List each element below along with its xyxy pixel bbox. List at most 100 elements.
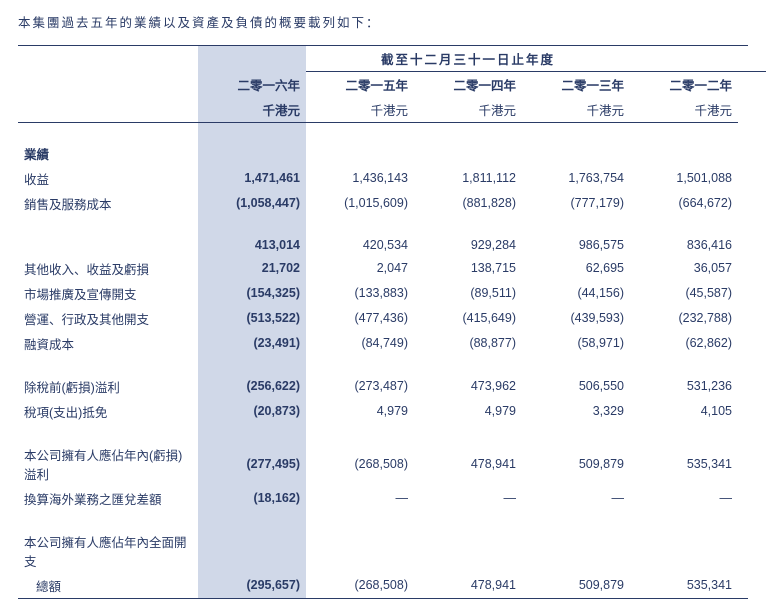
cell: 21,702 xyxy=(198,256,306,281)
cell: 1,471,461 xyxy=(198,166,306,191)
cell: (89,511) xyxy=(414,281,522,306)
year-row: 二零一六年 二零一五年 二零一四年 二零一三年 二零一二年 xyxy=(18,72,766,98)
unit-2012: 千港元 xyxy=(630,97,738,123)
cell: 535,341 xyxy=(630,573,738,598)
cell: 1,436,143 xyxy=(306,166,414,191)
col-2013: 二零一三年 xyxy=(522,72,630,98)
row-results-head: 業績 xyxy=(18,141,766,166)
cell: (415,649) xyxy=(414,306,522,331)
cell: 3,329 xyxy=(522,399,630,424)
cell: (44,156) xyxy=(522,281,630,306)
cell: — xyxy=(522,486,630,511)
cell: 929,284 xyxy=(414,234,522,256)
cell: (477,436) xyxy=(306,306,414,331)
cell: — xyxy=(306,486,414,511)
intro-text: 本集團過去五年的業績以及資產及負債的概要載列如下： xyxy=(18,12,748,31)
cell: (1,058,447) xyxy=(198,191,306,216)
cell: (777,179) xyxy=(522,191,630,216)
blank-cell xyxy=(18,46,198,72)
cell: 473,962 xyxy=(414,374,522,399)
cell: (23,491) xyxy=(198,331,306,356)
cell: 509,879 xyxy=(522,573,630,598)
unit-2016: 千港元 xyxy=(198,97,306,123)
cell: (295,657) xyxy=(198,573,306,598)
label-pbt: 除稅前(虧損)溢利 xyxy=(18,374,198,399)
cell: 36,057 xyxy=(630,256,738,281)
cell: 509,879 xyxy=(522,442,630,486)
blank-cell xyxy=(18,234,198,256)
cell: 4,979 xyxy=(306,399,414,424)
row-pbt: 除稅前(虧損)溢利 (256,622) (273,487) 473,962 50… xyxy=(18,374,766,399)
cell: (513,522) xyxy=(198,306,306,331)
header-span-row: 截至十二月三十一日止年度 xyxy=(18,46,766,72)
row-tax: 稅項(支出)抵免 (20,873) 4,979 4,979 3,329 4,10… xyxy=(18,399,766,424)
label-finance: 融資成本 xyxy=(18,331,198,356)
financial-table-wrap: 截至十二月三十一日止年度 二零一六年 二零一五年 二零一四年 二零一三年 二零一… xyxy=(18,45,748,599)
cell: 1,501,088 xyxy=(630,166,738,191)
cell: 62,695 xyxy=(522,256,630,281)
row-tci-label1: 本公司擁有人應佔年內全面開支 xyxy=(18,529,766,573)
row-attrib: 本公司擁有人應佔年內(虧損)溢利 (277,495) (268,508) 478… xyxy=(18,442,766,486)
label-tci2: 總額 xyxy=(18,573,198,598)
cell: 2,047 xyxy=(306,256,414,281)
gap-row xyxy=(18,511,766,529)
cell: (45,587) xyxy=(630,281,738,306)
label-other-income: 其他收入、收益及虧損 xyxy=(18,256,198,281)
label-opex: 營運、行政及其他開支 xyxy=(18,306,198,331)
cell: (268,508) xyxy=(306,442,414,486)
gap-row xyxy=(18,123,766,141)
gap-row xyxy=(18,216,766,234)
cell: (88,877) xyxy=(414,331,522,356)
cell: (277,495) xyxy=(198,442,306,486)
cell: (84,749) xyxy=(306,331,414,356)
row-opex: 營運、行政及其他開支 (513,522) (477,436) (415,649)… xyxy=(18,306,766,331)
col-2014: 二零一四年 xyxy=(414,72,522,98)
cell: 413,014 xyxy=(198,234,306,256)
label-cogs: 銷售及服務成本 xyxy=(18,191,198,216)
cell: 1,811,112 xyxy=(414,166,522,191)
financial-table: 截至十二月三十一日止年度 二零一六年 二零一五年 二零一四年 二零一三年 二零一… xyxy=(18,46,766,598)
cell: (232,788) xyxy=(630,306,738,331)
col-2016: 二零一六年 xyxy=(198,72,306,98)
cell: (1,015,609) xyxy=(306,191,414,216)
row-marketing: 市場推廣及宣傳開支 (154,325) (133,883) (89,511) (… xyxy=(18,281,766,306)
cell: (664,672) xyxy=(630,191,738,216)
cell: — xyxy=(414,486,522,511)
cell: (273,487) xyxy=(306,374,414,399)
gap-row xyxy=(18,356,766,374)
row-gross: 413,014 420,534 929,284 986,575 836,416 xyxy=(18,234,766,256)
cell: 836,416 xyxy=(630,234,738,256)
cell: 4,979 xyxy=(414,399,522,424)
row-cogs: 銷售及服務成本 (1,058,447) (1,015,609) (881,828… xyxy=(18,191,766,216)
cell: (20,873) xyxy=(198,399,306,424)
label-marketing: 市場推廣及宣傳開支 xyxy=(18,281,198,306)
label-revenue: 收益 xyxy=(18,166,198,191)
cell: (154,325) xyxy=(198,281,306,306)
cell: 478,941 xyxy=(414,442,522,486)
unit-2013: 千港元 xyxy=(522,97,630,123)
label-attrib: 本公司擁有人應佔年內(虧損)溢利 xyxy=(18,442,198,486)
cell: (881,828) xyxy=(414,191,522,216)
unit-2014: 千港元 xyxy=(414,97,522,123)
cell: 531,236 xyxy=(630,374,738,399)
label-tax: 稅項(支出)抵免 xyxy=(18,399,198,424)
cell: (18,162) xyxy=(198,486,306,511)
span-header: 截至十二月三十一日止年度 xyxy=(198,46,738,72)
label-fx: 換算海外業務之匯兌差額 xyxy=(18,486,198,511)
cell: 478,941 xyxy=(414,573,522,598)
cell: 535,341 xyxy=(630,442,738,486)
col-2012: 二零一二年 xyxy=(630,72,738,98)
row-revenue: 收益 1,471,461 1,436,143 1,811,112 1,763,7… xyxy=(18,166,766,191)
cell: (62,862) xyxy=(630,331,738,356)
col-2015: 二零一五年 xyxy=(306,72,414,98)
cell: — xyxy=(630,486,738,511)
cell: (268,508) xyxy=(306,573,414,598)
cell: 4,105 xyxy=(630,399,738,424)
row-fx: 換算海外業務之匯兌差額 (18,162) — — — — xyxy=(18,486,766,511)
cell: (439,593) xyxy=(522,306,630,331)
cell: 1,763,754 xyxy=(522,166,630,191)
cell: 420,534 xyxy=(306,234,414,256)
blank-cell xyxy=(18,97,198,123)
blank-cell xyxy=(18,72,198,98)
cell: (58,971) xyxy=(522,331,630,356)
